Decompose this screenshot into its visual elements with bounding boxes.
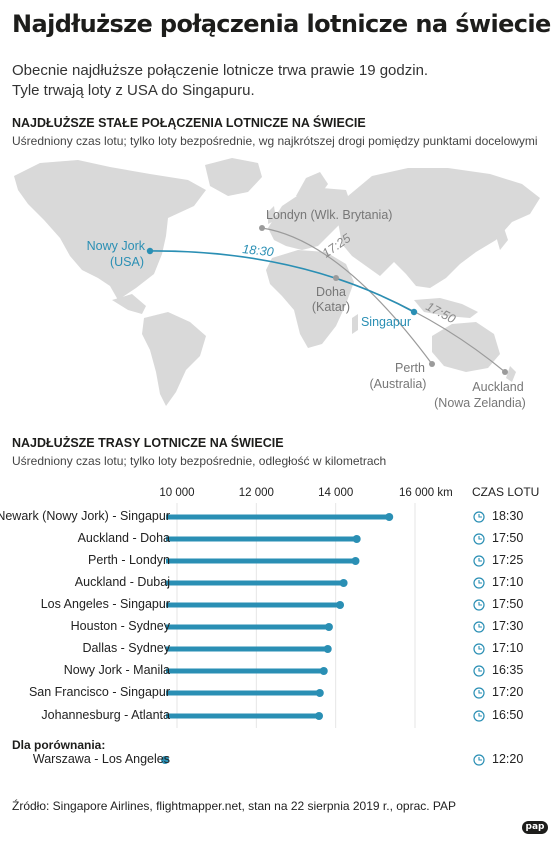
bar-end-dot — [385, 513, 394, 521]
label-ny-1: Nowy Jork — [87, 239, 146, 253]
map-section-title: NAJDŁUŻSZE STAŁE POŁĄCZENIA LOTNICZE NA … — [12, 116, 366, 130]
label-doha-2: (Katar) — [312, 300, 350, 314]
marker-newyork — [146, 247, 154, 255]
bar — [166, 514, 390, 520]
label-auckland-2: (Nowa Zelandia) — [434, 396, 526, 410]
label-london: Londyn (Wlk. Brytania) — [266, 208, 392, 222]
continents — [14, 158, 540, 406]
marker-singapore — [410, 308, 418, 316]
clock-icon — [473, 533, 485, 545]
bar — [166, 536, 357, 542]
label-perth-2: (Australia) — [370, 377, 427, 391]
bar — [166, 690, 320, 696]
clock-icon — [473, 621, 485, 633]
flight-time-label: 18:30 — [492, 509, 524, 523]
bar — [166, 713, 320, 719]
flight-time-label: 17:30 — [492, 619, 524, 633]
subtitle-line-2: Tyle trwają loty z USA do Singapuru. — [12, 82, 255, 99]
flight-time-label: 17:50 — [492, 531, 524, 545]
route-label: San Francisco - Singapur — [28, 685, 170, 699]
x-tick-label: 12 000 — [239, 487, 274, 499]
flight-time-label: 12:20 — [492, 752, 524, 766]
route-label: Auckland - Doha — [77, 531, 170, 545]
bar — [166, 602, 341, 608]
city-markers — [146, 225, 508, 375]
route-label: Warszawa - Los Angeles — [32, 752, 170, 766]
marker-london — [259, 225, 265, 231]
bar-end-dot — [315, 712, 324, 720]
clock-icon — [473, 511, 485, 523]
flight-time-label: 17:10 — [492, 575, 524, 589]
comparison-label: Dla porównania: — [12, 738, 106, 752]
route-label: Perth - Londyn — [88, 553, 170, 567]
route-label: Auckland - Dubaj — [74, 575, 170, 589]
x-tick-label: 16 000 km — [399, 487, 453, 499]
route-perth-london — [261, 227, 433, 365]
bar-end-dot — [352, 535, 361, 543]
label-doha-1: Doha — [316, 285, 346, 299]
distance-bar-chart: 10 000 12 000 14 000 16 000 km — [159, 487, 485, 766]
source-footer: Źródło: Singapore Airlines, flightmapper… — [12, 799, 457, 813]
clock-icon — [473, 599, 485, 611]
clock-icon — [473, 710, 485, 722]
bar-end-dot — [336, 601, 345, 609]
bar — [166, 580, 344, 586]
routes — [149, 227, 506, 373]
clock-icon — [473, 555, 485, 567]
bar — [166, 558, 356, 564]
marker-perth — [429, 361, 435, 367]
time-column-header: CZAS LOTU — [472, 485, 540, 499]
chart-section-title: NAJDŁUŻSZE TRASY LOTNICZE NA ŚWIECIE — [12, 436, 284, 450]
flight-time-label: 16:35 — [492, 663, 524, 677]
flight-time-label: 17:20 — [492, 685, 524, 699]
route-label: Johannesburg - Atlanta — [41, 708, 170, 722]
subtitle-line-1: Obecnie najdłuższe połączenie lotnicze t… — [12, 62, 429, 79]
bar-end-dot — [319, 667, 328, 675]
pap-logo: pap — [522, 821, 548, 834]
bar-end-dot — [351, 557, 360, 565]
marker-doha — [333, 275, 339, 281]
time-ny-sin: 18:30 — [242, 242, 275, 259]
route-label: Los Angeles - Singapur — [40, 597, 170, 611]
bar — [166, 668, 324, 674]
flight-time-label: 17:10 — [492, 641, 524, 655]
clock-icon — [473, 665, 485, 677]
chart-section-subtitle: Uśredniony czas lotu; tylko loty bezpośr… — [12, 454, 387, 468]
label-perth-1: Perth — [395, 361, 425, 375]
bar-end-dot — [323, 645, 332, 653]
bar-end-dot — [339, 579, 348, 587]
page-title: Najdłuższe połączenia lotnicze na świeci… — [12, 10, 551, 38]
route-label: Houston - Sydney — [70, 619, 170, 633]
clock-icon — [473, 754, 485, 766]
map-section-subtitle: Uśredniony czas lotu; tylko loty bezpośr… — [12, 134, 538, 148]
clock-icon — [473, 577, 485, 589]
bar — [166, 646, 328, 652]
bar-end-dot — [315, 689, 324, 697]
bar — [166, 624, 329, 630]
label-ny-2: (USA) — [110, 255, 144, 269]
route-label: Newark (Nowy Jork) - Singapur — [0, 509, 170, 523]
bar-end-dot — [324, 623, 333, 631]
label-singapore: Singapur — [361, 315, 411, 329]
label-auckland-1: Auckland — [472, 380, 523, 394]
flight-time-label: 17:25 — [492, 553, 524, 567]
x-tick-label: 10 000 — [159, 487, 194, 499]
route-newyork-singapore — [149, 250, 415, 313]
route-label: Dallas - Sydney — [82, 641, 170, 655]
marker-auckland — [502, 369, 508, 375]
flight-time-label: 16:50 — [492, 708, 524, 722]
clock-icon — [473, 643, 485, 655]
x-tick-label: 14 000 — [318, 487, 353, 499]
clock-icon — [473, 687, 485, 699]
route-label: Nowy Jork - Manila — [63, 663, 170, 677]
flight-time-label: 17:50 — [492, 597, 524, 611]
world-map: Londyn (Wlk. Brytania) Nowy Jork (USA) D… — [14, 158, 540, 410]
bar-end-dot — [161, 756, 170, 764]
